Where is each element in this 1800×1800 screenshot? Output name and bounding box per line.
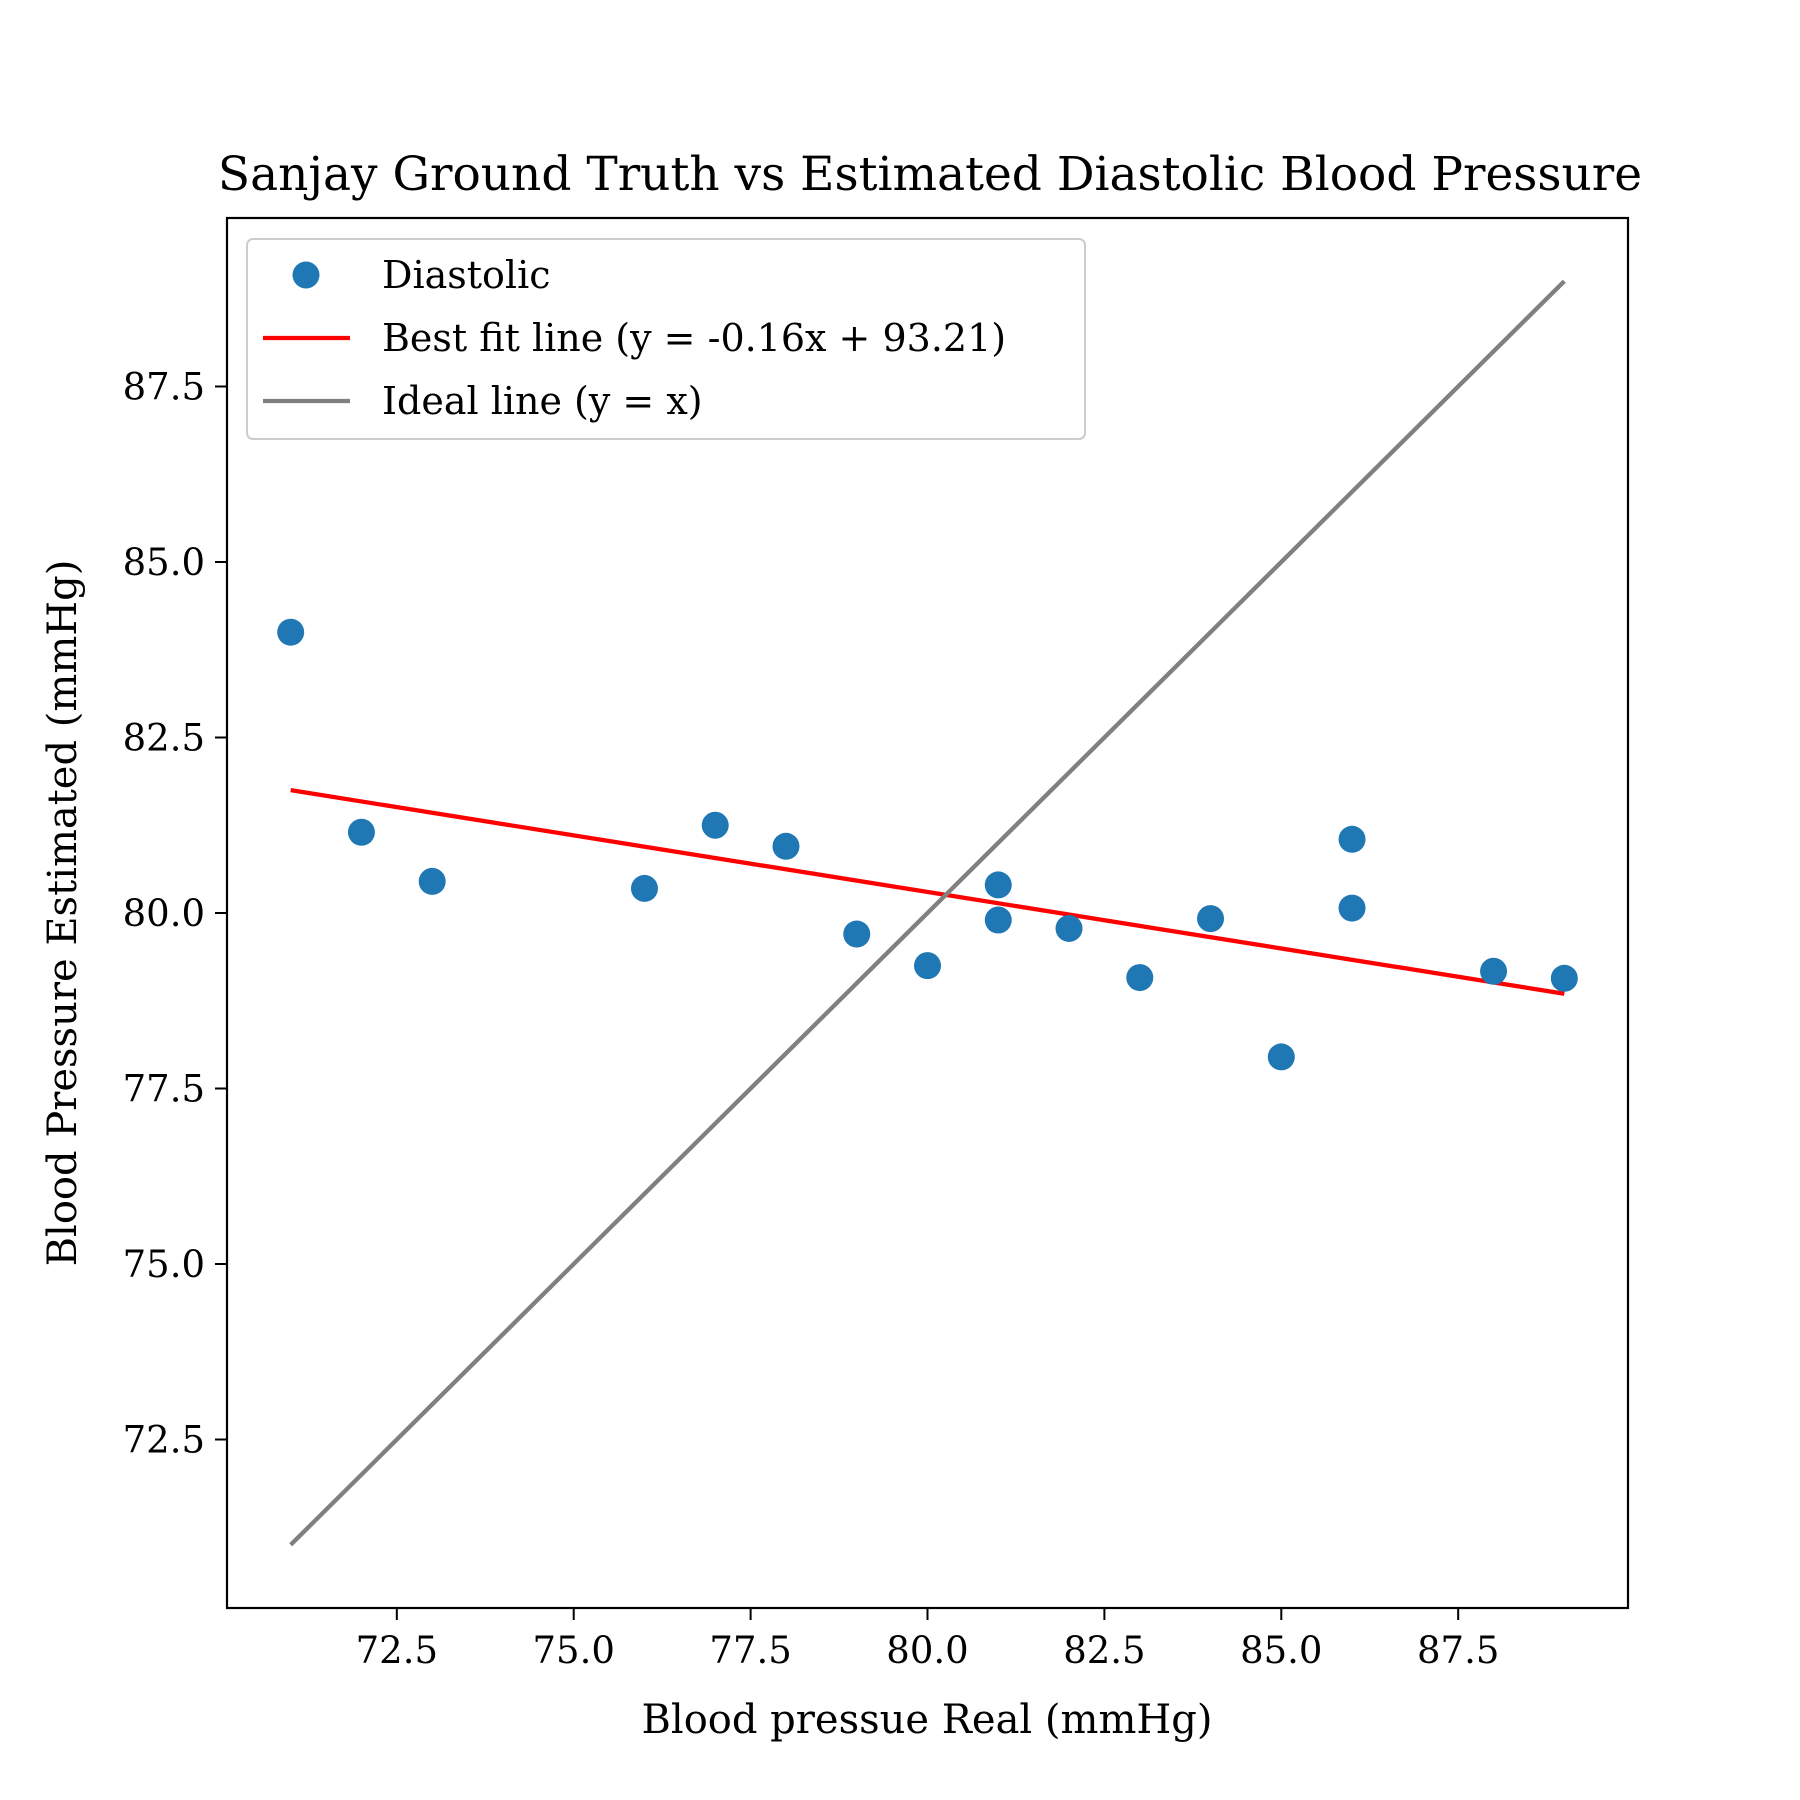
data-point-5	[772, 832, 800, 860]
x-tick-label-4: 82.5	[1063, 1629, 1145, 1672]
x-tick-label-3: 80.0	[886, 1629, 968, 1672]
data-point-7	[914, 952, 941, 980]
y-axis-label: Blood Pressure Estimated (mmHg)	[40, 560, 86, 1267]
y-tick-label-5: 85.0	[123, 541, 205, 584]
legend: Diastolic Best fit line (y = -0.16x + 93.…	[246, 238, 1086, 440]
legend-label-1: Best fit line (y = -0.16x + 93.21)	[382, 316, 1006, 360]
y-axis: 72.5 75.0 77.5 80.0 82.5 85.0 87.5	[123, 365, 227, 1462]
legend-label-2: Ideal line (y = x)	[382, 379, 703, 423]
data-point-17	[1550, 964, 1578, 992]
x-tick-label-1: 75.0	[533, 1629, 615, 1672]
y-tick-label-2: 77.5	[123, 1068, 205, 1111]
x-tick-label-0: 72.5	[356, 1629, 438, 1672]
series-line-2	[289, 279, 1566, 1547]
data-point-2	[418, 867, 446, 895]
x-tick-label-5: 85.0	[1240, 1629, 1322, 1672]
data-point-14	[1338, 825, 1366, 853]
legend-box	[246, 238, 1086, 440]
data-point-3	[630, 874, 658, 902]
x-tick-label-2: 77.5	[709, 1629, 791, 1672]
x-tick-label-6: 87.5	[1417, 1629, 1499, 1672]
chart-title: Sanjay Ground Truth vs Estimated Diastol…	[218, 147, 1642, 202]
data-point-13	[1267, 1043, 1295, 1071]
y-tick-label-4: 82.5	[123, 716, 205, 759]
data-point-16	[1480, 957, 1508, 985]
data-point-10	[1055, 914, 1083, 942]
x-axis: 72.5 75.0 77.5 80.0 82.5 85.0 87.5	[356, 1608, 1499, 1672]
legend-marker-0	[292, 261, 320, 289]
data-point-12	[1197, 905, 1225, 933]
data-point-15	[1338, 894, 1366, 922]
y-tick-label-6: 87.5	[123, 365, 205, 408]
plot-area	[277, 279, 1578, 1547]
data-point-4	[701, 811, 729, 839]
y-tick-label-3: 80.0	[123, 892, 205, 935]
data-point-6	[843, 920, 871, 948]
data-point-8	[984, 871, 1012, 899]
y-tick-label-1: 75.0	[123, 1243, 205, 1286]
y-tick-label-0: 72.5	[123, 1419, 205, 1462]
series-line-1	[290, 788, 1565, 996]
x-axis-label: Blood pressue Real (mmHg)	[642, 1697, 1213, 1743]
data-point-0	[277, 618, 305, 646]
legend-label-0: Diastolic	[382, 253, 551, 297]
data-point-9	[984, 906, 1012, 934]
data-point-11	[1126, 964, 1154, 992]
data-point-1	[347, 818, 375, 846]
